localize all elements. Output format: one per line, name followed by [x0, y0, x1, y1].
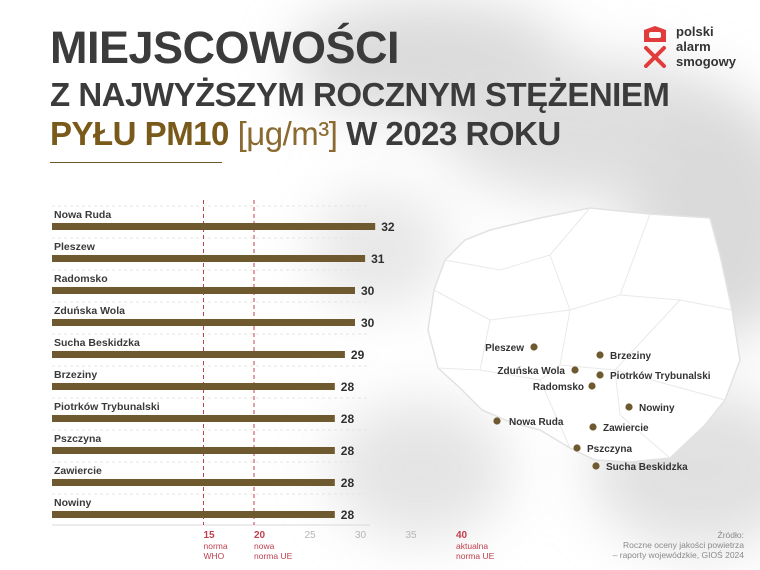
value-label: 30 — [361, 316, 375, 330]
bar — [52, 223, 376, 230]
title-unit: [μg/m³] — [237, 115, 338, 152]
category-label: Pleszew — [54, 241, 96, 253]
city-dot — [571, 366, 579, 374]
logo-line: polski — [676, 24, 714, 39]
city-label: Pleszew — [485, 343, 524, 354]
title-year: W 2023 ROKU — [346, 115, 561, 152]
city-dot — [592, 462, 600, 470]
category-label: Nowa Ruda — [54, 209, 111, 221]
category-label: Zawiercie — [54, 465, 102, 477]
city-dot — [596, 371, 604, 379]
city-label: Radomsko — [533, 382, 584, 393]
reference-label: norma UE — [254, 551, 293, 561]
poland-map: Pleszew Brzeziny Zduńska Wola Piotrków Tryb… — [427, 207, 741, 473]
bar — [52, 415, 335, 422]
category-label: Brzeziny — [54, 369, 97, 381]
bar — [52, 479, 335, 486]
value-label: 30 — [361, 284, 375, 298]
reference-label: aktualna — [456, 541, 488, 551]
city-markers: Pleszew Brzeziny Zduńska Wola Piotrków Tryb… — [485, 343, 711, 473]
x-tick-label: 25 — [305, 530, 317, 541]
reference-label: norma — [204, 541, 228, 551]
title-line-2: Z NAJWYŻSZYM ROCZNYM STĘŻENIEM — [50, 76, 670, 113]
bar — [52, 287, 355, 294]
x-tick-label: 20 — [254, 530, 266, 541]
title-highlight: PYŁU PM10 — [50, 115, 229, 152]
city-label: Nowa Ruda — [509, 417, 564, 428]
city-dot — [493, 417, 501, 425]
city-dot — [530, 343, 538, 351]
source-line: Roczne oceny jakości powietrza — [623, 540, 744, 550]
category-label: Nowiny — [54, 497, 91, 509]
x-tick-label: 30 — [355, 530, 367, 541]
x-tick-label: 15 — [204, 530, 216, 541]
city-label: Sucha Beskidzka — [606, 462, 688, 473]
city-label: Pszczyna — [587, 444, 632, 455]
bar — [52, 319, 355, 326]
title-line-1: MIEJSCOWOŚCI — [50, 22, 400, 73]
city-dot — [625, 403, 633, 411]
logo-text: polski alarm smogowy — [676, 24, 736, 69]
category-label: Piotrków Trybunalski — [54, 401, 160, 413]
value-label: 28 — [341, 380, 355, 394]
value-label: 32 — [381, 220, 395, 234]
city-label: Zduńska Wola — [497, 366, 565, 377]
city-label: Piotrków Trybunalski — [610, 371, 711, 382]
city-label: Brzeziny — [610, 351, 652, 362]
category-label: Zduńska Wola — [54, 305, 125, 317]
smog-alarm-logo-icon — [644, 26, 666, 68]
bar — [52, 511, 335, 518]
value-label: 31 — [371, 252, 385, 266]
reference-label: WHO — [204, 551, 225, 561]
x-tick-label: 40 — [456, 530, 468, 541]
poland-outline — [427, 207, 741, 463]
category-label: Radomsko — [54, 273, 108, 285]
source-note: Źródło: Roczne oceny jakości powietrza –… — [613, 530, 744, 560]
reference-label: norma UE — [456, 551, 495, 561]
bar — [52, 351, 345, 358]
category-label: Sucha Beskidzka — [54, 337, 140, 349]
value-label: 29 — [351, 348, 365, 362]
source-line: Źródło: — [717, 530, 744, 540]
city-label: Nowiny — [639, 403, 675, 414]
bar — [52, 255, 366, 262]
value-label: 28 — [341, 412, 355, 426]
category-label: Pszczyna — [54, 433, 101, 445]
city-dot — [573, 444, 581, 452]
source-line: – raporty wojewódzkie, GIOŚ 2024 — [612, 550, 744, 560]
city-dot — [589, 423, 597, 431]
title-divider — [50, 162, 222, 163]
logo-line: alarm — [676, 39, 711, 54]
value-label: 28 — [341, 476, 355, 490]
city-dot — [596, 351, 604, 359]
value-label: 28 — [341, 444, 355, 458]
city-dot — [588, 382, 596, 390]
x-tick-label: 35 — [406, 530, 418, 541]
reference-label: nowa — [254, 541, 275, 551]
logo-line: smogowy — [676, 54, 736, 69]
bar — [52, 447, 335, 454]
city-label: Zawiercie — [603, 423, 649, 434]
voivodeship-borders — [433, 207, 733, 459]
value-label: 28 — [341, 508, 355, 522]
bar — [52, 383, 335, 390]
title-line-3: PYŁU PM10 [μg/m³] W 2023 ROKU — [50, 115, 561, 153]
